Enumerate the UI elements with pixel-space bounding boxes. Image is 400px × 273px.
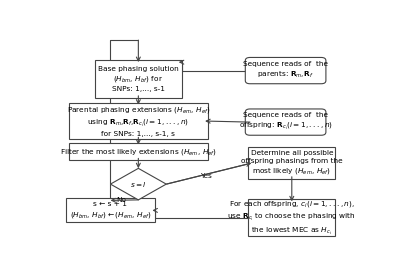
Text: Filter the most likely extensions $(H_{em},\,H_{ef})$: Filter the most likely extensions $(H_{e… [60,147,217,156]
FancyBboxPatch shape [69,103,208,140]
Text: Base phasing solution
$(H_{bm},\,H_{bf})$ for
SNPs: 1,..., s-1: Base phasing solution $(H_{bm},\,H_{bf})… [98,66,179,92]
FancyBboxPatch shape [95,60,182,98]
Text: $s=l$: $s=l$ [130,180,147,189]
Text: Sequence reads of  the
parents: $\mathbf{R}_m$,$\mathbf{R}_f$: Sequence reads of the parents: $\mathbf{… [243,61,328,80]
FancyBboxPatch shape [66,198,155,222]
FancyBboxPatch shape [248,199,335,236]
FancyBboxPatch shape [245,109,326,135]
Text: s ← s + 1
$(H_{bm},\,H_{bf})\leftarrow(H_{em},\,H_{ef})$: s ← s + 1 $(H_{bm},\,H_{bf})\leftarrow(H… [70,201,151,220]
Text: Sequence reads of  the
offspring: $\mathbf{R}_{c_i}$$(i=1,...,n)$: Sequence reads of the offspring: $\mathb… [239,112,332,132]
Text: For each offspring, $c_i$$(i=1,...,n)$,
use $\mathbf{R}_{c_i}$ to choose the pha: For each offspring, $c_i$$(i=1,...,n)$, … [228,199,356,237]
FancyBboxPatch shape [245,57,326,84]
FancyBboxPatch shape [69,143,208,161]
Text: Determine all possible
offspring phasings from the
most likely $(H_{em},\,H_{ef}: Determine all possible offspring phasing… [241,150,343,176]
Text: Yes: Yes [200,173,212,179]
Text: No: No [116,197,126,203]
Polygon shape [110,168,166,200]
Text: Parental phasing extensions $(H_{em},\,H_{ef})$
using $\mathbf{R}_m$,$\mathbf{R}: Parental phasing extensions $(H_{em},\,H… [67,105,210,137]
FancyBboxPatch shape [248,147,335,179]
